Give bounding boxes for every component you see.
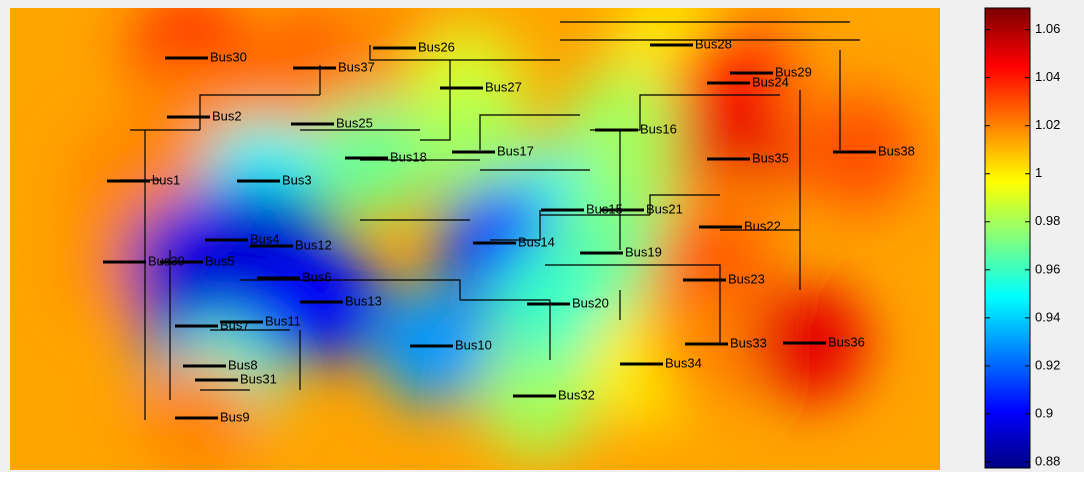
colorbar-tick-label: 0.98: [1035, 213, 1060, 228]
bus-label: Bus28: [695, 36, 732, 51]
bus-label: Bus26: [418, 39, 455, 54]
bus-label: Bus35: [752, 150, 789, 165]
bus-label: Bus24: [752, 74, 789, 89]
bus-label: Bus10: [455, 337, 492, 352]
bus-label: Bus21: [646, 201, 683, 216]
bus-label: Bus11: [265, 313, 301, 328]
bus-label: Bus37: [338, 59, 375, 74]
colorbar-tick-label: 0.88: [1035, 453, 1060, 468]
bus-label: Bus36: [828, 334, 865, 349]
bus-label: Bus2: [212, 108, 242, 123]
colorbar-tick-label: 1.04: [1035, 69, 1060, 84]
colorbar-tick-label: 0.96: [1035, 261, 1060, 276]
bus-label: Bus7: [220, 317, 250, 332]
bus-label: Bus23: [728, 271, 765, 286]
bus-label: Bus27: [485, 79, 522, 94]
bus-label: Bus19: [625, 244, 662, 259]
colorbar-tick-label: 0.92: [1035, 357, 1060, 372]
bus-label: Bus32: [558, 387, 595, 402]
bus-label: Bus14: [518, 234, 555, 249]
bus-label: Bus12: [295, 237, 332, 252]
bus-label: Bus30: [210, 49, 247, 64]
bus-label: Bus31: [240, 371, 277, 386]
bus-label: Bus9: [220, 409, 250, 424]
colorbar-tick-label: 1: [1035, 165, 1042, 180]
bus-label: Bus16: [640, 121, 677, 136]
colorbar-tick-label: 0.94: [1035, 309, 1060, 324]
bus-label: Bus5: [205, 253, 235, 268]
bus-label: Bus6: [302, 269, 332, 284]
bus-label: Bus38: [878, 143, 915, 158]
colorbar-tick-label: 1.02: [1035, 117, 1060, 132]
bus-label: Bus33: [730, 335, 767, 350]
colorbar-tick-label: 0.9: [1035, 405, 1053, 420]
bus-label: Bus20: [572, 295, 609, 310]
bus-label: Bus13: [345, 293, 382, 308]
bus-label: Bus17: [497, 143, 534, 158]
bus-label: Bus25: [336, 115, 373, 130]
bus-label: Bus4: [250, 231, 280, 246]
bus-label: bus1: [152, 172, 180, 187]
bus-label: Bus3: [282, 172, 312, 187]
bus-label: Bus22: [744, 218, 781, 233]
heatmap: Bus30Bus37Bus26Bus28Bus29Bus27Bus24Bus2B…: [10, 0, 940, 472]
colorbar-tick-label: 1.06: [1035, 21, 1060, 36]
bus-label: Bus34: [665, 355, 702, 370]
bus-label: Bus8: [228, 357, 258, 372]
bus-label: Bus18: [390, 149, 427, 164]
chart: Bus30Bus37Bus26Bus28Bus29Bus27Bus24Bus2B…: [0, 0, 1084, 472]
